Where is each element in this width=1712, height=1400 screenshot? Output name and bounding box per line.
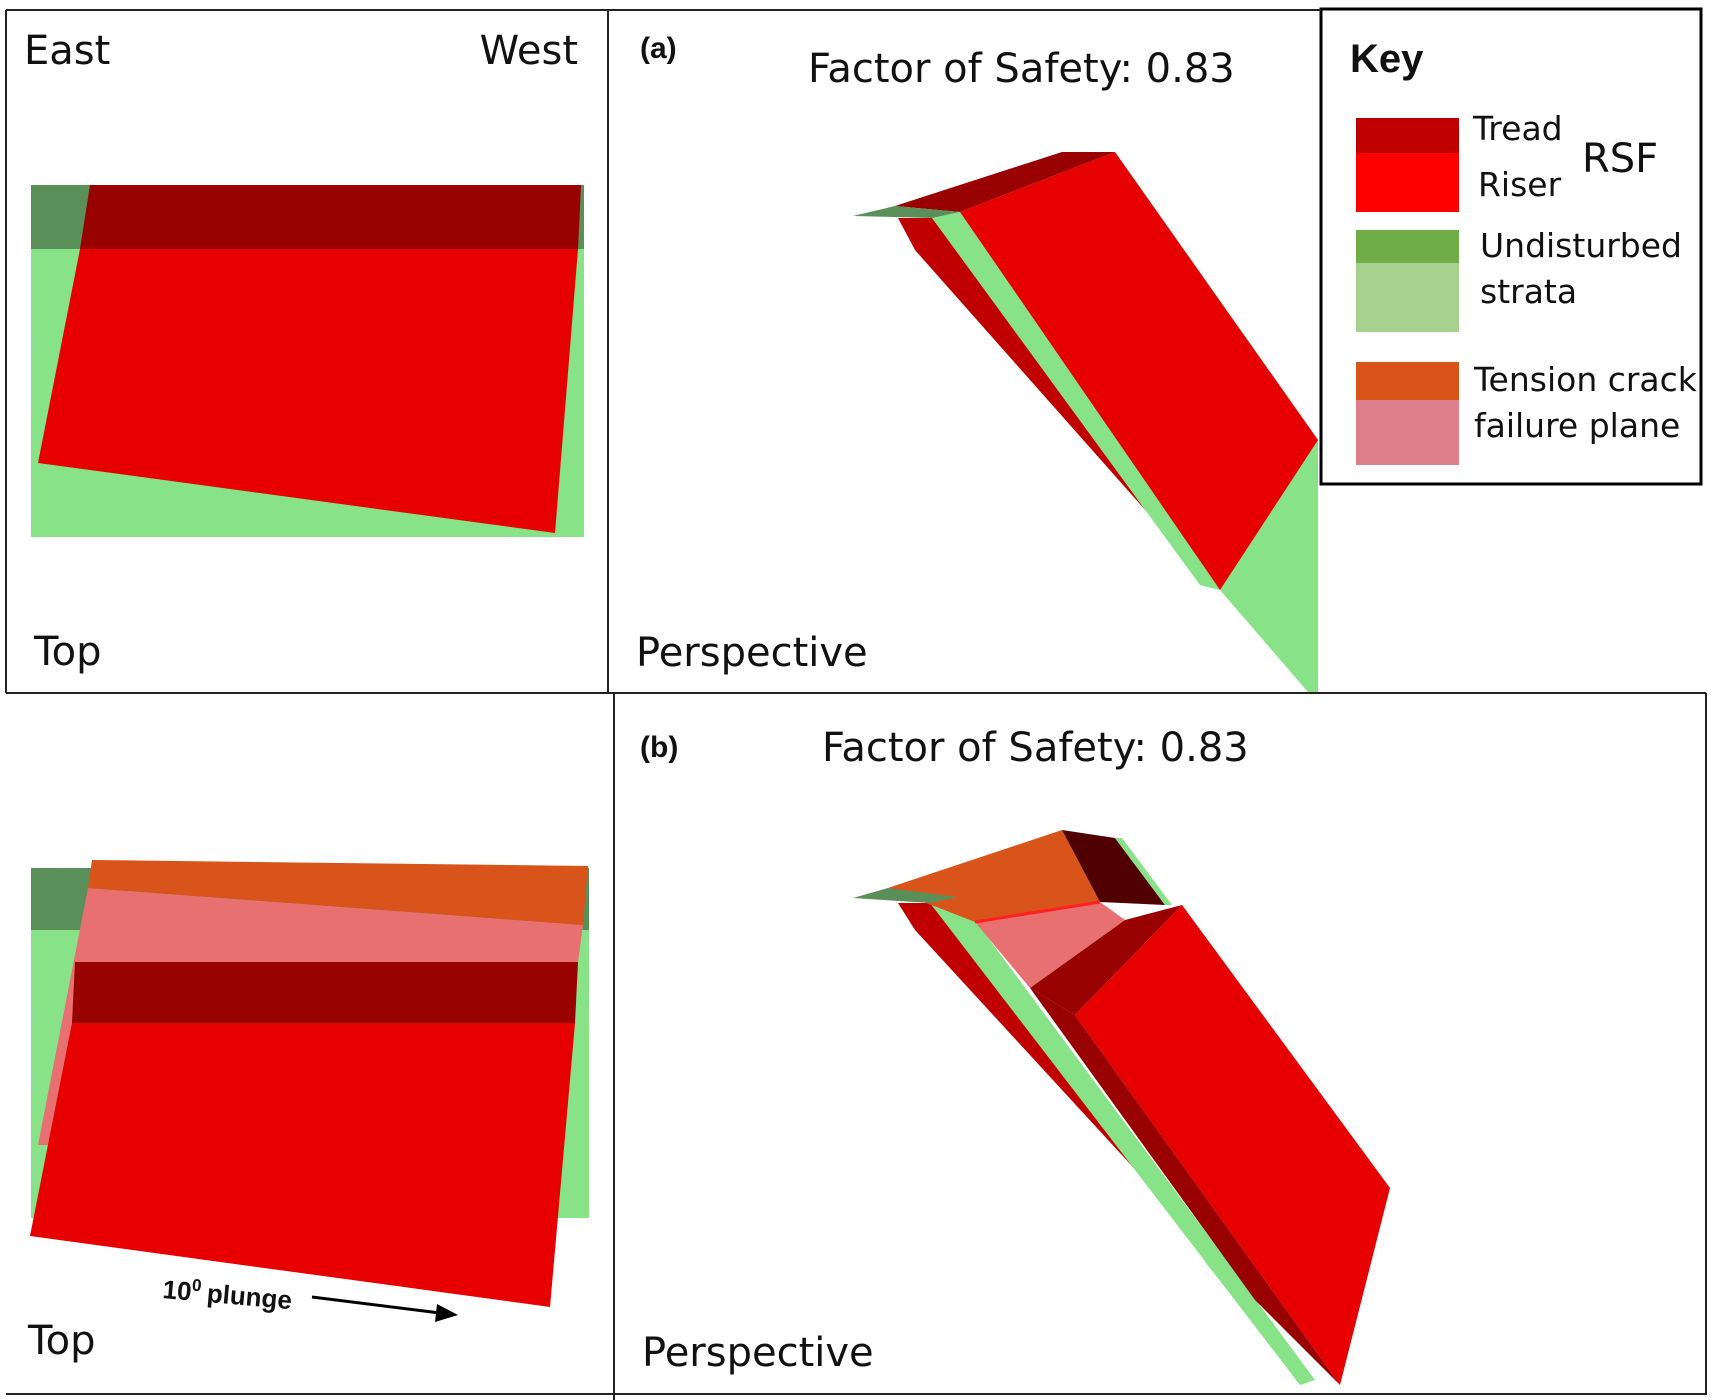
strata-lip	[853, 888, 958, 903]
plunge-annotation: 100 plunge	[161, 1273, 458, 1322]
panel-a: East West Top (a) Factor of Safety: 0.83…	[24, 28, 1318, 692]
tread-band	[72, 962, 578, 1023]
riser-face	[38, 249, 578, 533]
key-swatch-riser	[1356, 153, 1459, 212]
figure-grid-lines	[5, 9, 1707, 1400]
panel-b-fos-label: Factor of Safety: 0.83	[822, 725, 1249, 771]
middle-strata-slab	[930, 897, 1315, 1385]
panel-a-top-view: East West Top	[24, 28, 584, 675]
strata-edge-strip	[1115, 838, 1172, 905]
top-view-label: Top	[27, 1318, 96, 1364]
tension-crack-edge	[974, 900, 1101, 924]
riser-main-face	[1075, 905, 1390, 1385]
tread-band	[80, 185, 581, 249]
top-view-label: Top	[33, 629, 102, 675]
plunge-arrow-head	[435, 1304, 458, 1322]
plunge-value: 10	[161, 1274, 192, 1306]
key-title: Key	[1350, 37, 1424, 81]
panel-b-letter: (b)	[640, 731, 678, 764]
west-label: West	[480, 28, 578, 74]
key-label-strata: strata	[1480, 272, 1577, 311]
perspective-view-label: Perspective	[636, 630, 868, 676]
tread-descending-face	[1030, 988, 1340, 1385]
key-swatch-strata	[1356, 263, 1459, 332]
key-swatch-tread	[1356, 118, 1459, 153]
plunge-degree: 0	[191, 1276, 202, 1296]
key-swatch-undisturbed	[1356, 230, 1459, 263]
tension-crack-band	[88, 860, 588, 925]
key-label-riser: Riser	[1478, 165, 1562, 204]
panel-b-top-view: 100 plunge Top	[27, 860, 589, 1364]
plunge-label: 100 plunge	[161, 1273, 293, 1315]
tread-top-face	[895, 152, 1115, 212]
key-swatch-tension-crack	[1356, 362, 1459, 400]
key-label-tread: Tread	[1472, 109, 1563, 148]
riser-main-face	[960, 152, 1318, 590]
tread-step-face	[1030, 905, 1182, 1015]
failure-plane-face	[975, 902, 1125, 988]
panel-b-perspective-view: (b) Factor of Safety: 0.83 Perspective	[640, 725, 1390, 1385]
perspective-view-label: Perspective	[642, 1330, 874, 1376]
panel-a-letter: (a)	[640, 32, 677, 65]
panel-a-fos-label: Factor of Safety: 0.83	[808, 46, 1235, 92]
middle-strata-slab	[932, 212, 1220, 590]
key-label-rsf: RSF	[1582, 136, 1658, 182]
plunge-text: plunge	[206, 1278, 294, 1315]
panel-b: 100 plunge Top (b) Factor of Safety: 0.83…	[27, 725, 1390, 1385]
strata-lip	[853, 206, 960, 218]
plunge-arrow-line	[311, 1295, 441, 1315]
key-swatch-failure-plane	[1356, 400, 1459, 465]
panel-a-perspective-view: (a) Factor of Safety: 0.83 Perspective	[636, 32, 1318, 692]
key-label-failure-plane: failure plane	[1474, 406, 1680, 445]
riser-face	[30, 1023, 575, 1307]
east-label: East	[24, 28, 110, 74]
key-label-tension-crack: Tension crack	[1473, 360, 1698, 399]
tread-side-face	[898, 218, 1185, 555]
lower-strata-face	[1220, 440, 1318, 692]
key-label-undisturbed: Undisturbed	[1480, 226, 1682, 265]
tread-deep-face	[1062, 830, 1165, 905]
key-legend: Key Tread Riser RSF Undisturbed strata T…	[1319, 7, 1703, 486]
